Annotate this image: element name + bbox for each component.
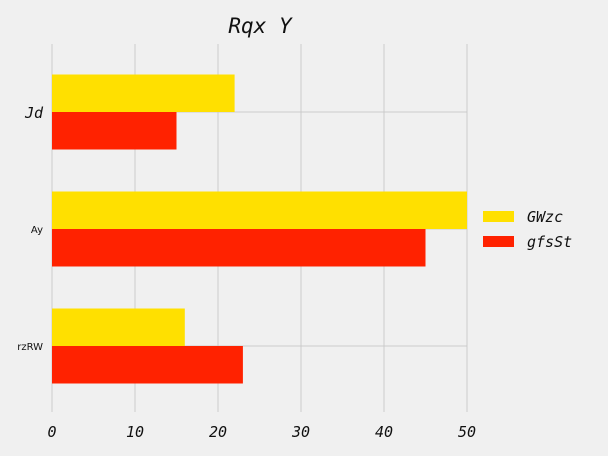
- y-category-label: rzRW: [17, 342, 43, 353]
- bar-gfsSt-Jd: [52, 112, 177, 150]
- x-tick-label: 0: [47, 423, 56, 441]
- y-category-label: Ay: [31, 225, 43, 236]
- legend-label: gfsSt: [527, 233, 572, 251]
- chart-title: Rqx Y: [228, 14, 293, 38]
- y-category-label: Jd: [24, 104, 44, 122]
- legend-swatch: [483, 211, 514, 222]
- x-tick-label: 50: [458, 423, 476, 441]
- x-axis-ticks: 0 10 20 30 40 50: [47, 423, 476, 441]
- y-axis-category-labels: Jd Ay rzRW: [17, 104, 44, 353]
- bar-gfsSt-rzRW: [52, 346, 243, 384]
- bar-GWzc-Jd: [52, 74, 235, 112]
- bar-GWzc-rzRW: [52, 308, 185, 346]
- x-tick-label: 10: [126, 423, 144, 441]
- x-tick-label: 40: [375, 423, 393, 441]
- bar-GWzc-Ay: [52, 191, 467, 229]
- x-tick-label: 20: [209, 423, 227, 441]
- bar-gfsSt-Ay: [52, 229, 426, 267]
- bars: [52, 74, 467, 384]
- legend: GWzc gfsSt: [483, 208, 572, 251]
- legend-swatch: [483, 236, 514, 247]
- x-tick-label: 30: [291, 423, 310, 441]
- legend-label: GWzc: [527, 208, 563, 226]
